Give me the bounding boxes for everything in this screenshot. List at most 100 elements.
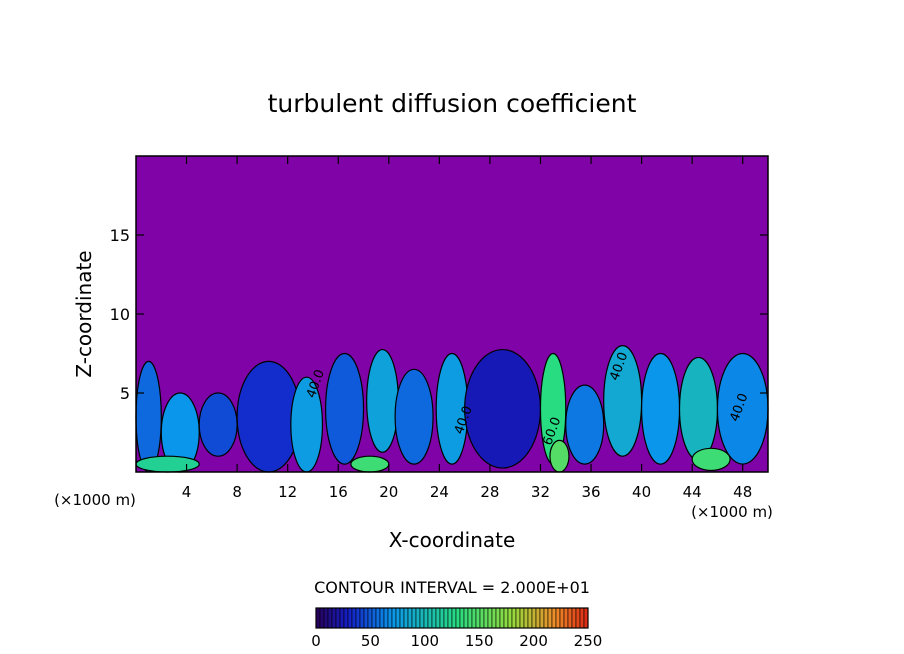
- colorbar-strip: [340, 608, 344, 628]
- field-cell: [367, 350, 399, 453]
- colorbar-strip: [480, 608, 484, 628]
- field-cell: [395, 369, 433, 464]
- colorbar-strip: [572, 608, 576, 628]
- colorbar: [316, 608, 588, 628]
- colorbar-strip: [388, 608, 392, 628]
- colorbar-strip: [372, 608, 376, 628]
- colorbar-strip: [512, 608, 516, 628]
- colorbar-strip: [492, 608, 496, 628]
- field-cell: [199, 393, 237, 456]
- field-cell: [465, 350, 541, 469]
- colorbar-strip: [464, 608, 468, 628]
- field-cell: [351, 456, 389, 472]
- colorbar-strip: [496, 608, 500, 628]
- x-tick-label: 32: [531, 483, 550, 501]
- x-tick-label: 40: [632, 483, 651, 501]
- colorbar-tick-label: 0: [311, 632, 321, 650]
- colorbar-tick-label: 250: [574, 632, 603, 650]
- colorbar-strip: [352, 608, 356, 628]
- colorbar-strip: [424, 608, 428, 628]
- colorbar-strip: [336, 608, 340, 628]
- x-tick-label: 4: [182, 483, 192, 501]
- colorbar-strip: [472, 608, 476, 628]
- colorbar-strip: [444, 608, 448, 628]
- colorbar-strip: [392, 608, 396, 628]
- colorbar-strip: [560, 608, 564, 628]
- field-cell: [326, 354, 364, 465]
- colorbar-strip: [516, 608, 520, 628]
- colorbar-strip: [360, 608, 364, 628]
- colorbar-strip: [324, 608, 328, 628]
- field-cell: [680, 357, 718, 460]
- colorbar-strip: [452, 608, 456, 628]
- y-tick-label: 5: [120, 384, 130, 403]
- colorbar-strip: [520, 608, 524, 628]
- x-tick-label: 36: [581, 483, 600, 501]
- contour-interval: CONTOUR INTERVAL = 2.000E+01: [314, 578, 590, 597]
- x-tick-label: 20: [379, 483, 398, 501]
- colorbar-strip: [384, 608, 388, 628]
- colorbar-strip: [404, 608, 408, 628]
- x-unit-left: (×1000 m): [54, 491, 136, 509]
- plot-area: 40.040.060.040.040.0 4812162024283236404…: [110, 156, 768, 501]
- colorbar-strip: [412, 608, 416, 628]
- colorbar-strip: [556, 608, 560, 628]
- colorbar-strip: [448, 608, 452, 628]
- field-cell: [566, 385, 604, 464]
- colorbar-strip: [508, 608, 512, 628]
- colorbar-strip: [400, 608, 404, 628]
- colorbar-strip: [532, 608, 536, 628]
- colorbar-tick-label: 200: [519, 632, 548, 650]
- colorbar-tick-label: 50: [361, 632, 380, 650]
- field-cell: [136, 361, 161, 472]
- colorbar-strip: [436, 608, 440, 628]
- field-cell: [642, 354, 680, 465]
- y-axis-label: Z-coordinate: [72, 250, 96, 377]
- colorbar-strip: [552, 608, 556, 628]
- y-tick-label: 15: [110, 226, 130, 245]
- field-cell: [136, 456, 199, 472]
- colorbar-strip: [456, 608, 460, 628]
- colorbar-strip: [416, 608, 420, 628]
- colorbar-strip: [576, 608, 580, 628]
- colorbar-strip: [468, 608, 472, 628]
- chart-title: turbulent diffusion coefficient: [268, 89, 637, 118]
- colorbar-strip: [484, 608, 488, 628]
- colorbar-strip: [524, 608, 528, 628]
- colorbar-strip: [376, 608, 380, 628]
- colorbar-strip: [432, 608, 436, 628]
- colorbar-strip: [428, 608, 432, 628]
- colorbar-tick-label: 150: [465, 632, 494, 650]
- colorbar-strip: [488, 608, 492, 628]
- x-unit-right: (×1000 m): [691, 503, 773, 521]
- colorbar-strip: [528, 608, 532, 628]
- colorbar-strip: [440, 608, 444, 628]
- colorbar-strip: [568, 608, 572, 628]
- x-tick-label: 24: [430, 483, 449, 501]
- colorbar-strip: [356, 608, 360, 628]
- colorbar-strip: [580, 608, 584, 628]
- colorbar-strip: [536, 608, 540, 628]
- colorbar-strip: [368, 608, 372, 628]
- colorbar-strip: [344, 608, 348, 628]
- x-tick-label: 8: [232, 483, 242, 501]
- x-tick-label: 16: [329, 483, 348, 501]
- colorbar-strip: [476, 608, 480, 628]
- colorbar-strip: [380, 608, 384, 628]
- colorbar-strip: [364, 608, 368, 628]
- colorbar-tick-label: 100: [410, 632, 439, 650]
- x-tick-label: 12: [278, 483, 297, 501]
- colorbar-strip: [500, 608, 504, 628]
- colorbar-strip: [332, 608, 336, 628]
- colorbar-strip: [408, 608, 412, 628]
- x-tick-label: 28: [480, 483, 499, 501]
- colorbar-strip: [320, 608, 324, 628]
- colorbar-strip: [540, 608, 544, 628]
- x-tick-label: 48: [733, 483, 752, 501]
- colorbar-strip: [544, 608, 548, 628]
- y-tick-label: 10: [110, 305, 130, 324]
- field-cell: [692, 448, 730, 470]
- x-axis-label: X-coordinate: [389, 528, 516, 552]
- colorbar-strip: [396, 608, 400, 628]
